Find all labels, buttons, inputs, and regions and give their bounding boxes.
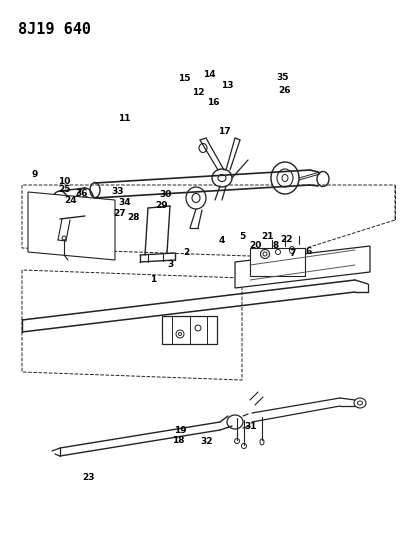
Text: 8J19 640: 8J19 640: [18, 22, 91, 37]
Text: 30: 30: [159, 190, 171, 198]
Text: 3: 3: [167, 261, 173, 269]
Text: 12: 12: [192, 88, 204, 97]
Text: 16: 16: [207, 98, 219, 107]
Text: 34: 34: [118, 198, 131, 207]
Text: 15: 15: [178, 75, 190, 83]
Text: 13: 13: [221, 81, 233, 90]
Bar: [249, 248, 304, 276]
Text: 19: 19: [174, 426, 187, 435]
Text: 27: 27: [113, 209, 126, 217]
Text: 22: 22: [280, 236, 292, 244]
Text: 2: 2: [182, 248, 189, 257]
Text: 26: 26: [277, 86, 290, 95]
Polygon shape: [28, 192, 115, 260]
Text: 11: 11: [117, 114, 130, 123]
Text: 14: 14: [202, 70, 215, 79]
Text: 7: 7: [288, 249, 295, 258]
Text: 31: 31: [244, 422, 256, 431]
Text: 28: 28: [127, 213, 139, 222]
Text: 33: 33: [111, 188, 124, 196]
Text: 1: 1: [150, 275, 156, 284]
Text: 35: 35: [275, 73, 288, 82]
Ellipse shape: [211, 169, 231, 187]
Text: 29: 29: [155, 201, 168, 210]
Text: 36: 36: [75, 189, 87, 198]
Text: 17: 17: [217, 127, 230, 136]
Text: 18: 18: [172, 436, 184, 445]
Text: 5: 5: [239, 232, 245, 240]
Text: 20: 20: [249, 241, 261, 249]
Text: 8: 8: [271, 241, 278, 249]
Ellipse shape: [226, 415, 243, 429]
Text: 25: 25: [58, 185, 70, 194]
Ellipse shape: [185, 187, 205, 209]
Ellipse shape: [270, 162, 298, 194]
Text: 24: 24: [64, 196, 77, 205]
Text: 9: 9: [31, 171, 38, 179]
Text: 21: 21: [261, 232, 273, 240]
Text: 23: 23: [82, 473, 94, 482]
Text: 4: 4: [217, 237, 224, 245]
Text: 6: 6: [305, 247, 311, 256]
Polygon shape: [234, 246, 369, 288]
Bar: [162, 316, 216, 344]
Text: 10: 10: [58, 177, 70, 185]
Text: 32: 32: [200, 437, 212, 446]
